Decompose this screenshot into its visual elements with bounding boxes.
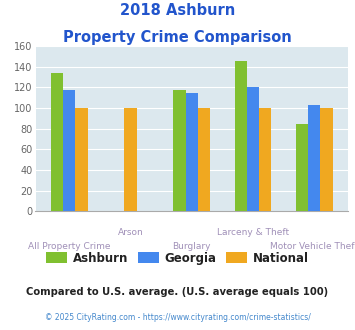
Legend: Ashburn, Georgia, National: Ashburn, Georgia, National [41, 247, 314, 269]
Bar [124, 108, 137, 211]
Text: Arson: Arson [118, 228, 143, 237]
Bar [259, 108, 271, 211]
Bar [247, 87, 259, 211]
Bar [51, 73, 63, 211]
Bar [296, 123, 308, 211]
Text: Property Crime Comparison: Property Crime Comparison [63, 30, 292, 45]
Text: Motor Vehicle Theft: Motor Vehicle Theft [270, 242, 355, 251]
Bar [320, 108, 333, 211]
Bar [198, 108, 210, 211]
Bar [235, 61, 247, 211]
Text: Larceny & Theft: Larceny & Theft [217, 228, 289, 237]
Text: 2018 Ashburn: 2018 Ashburn [120, 3, 235, 18]
Bar [186, 93, 198, 211]
Bar [173, 89, 186, 211]
Text: Compared to U.S. average. (U.S. average equals 100): Compared to U.S. average. (U.S. average … [26, 287, 329, 297]
Bar [75, 108, 88, 211]
Text: All Property Crime: All Property Crime [28, 242, 110, 251]
Text: Burglary: Burglary [173, 242, 211, 251]
Text: © 2025 CityRating.com - https://www.cityrating.com/crime-statistics/: © 2025 CityRating.com - https://www.city… [45, 314, 310, 322]
Bar [63, 89, 75, 211]
Bar [308, 105, 320, 211]
